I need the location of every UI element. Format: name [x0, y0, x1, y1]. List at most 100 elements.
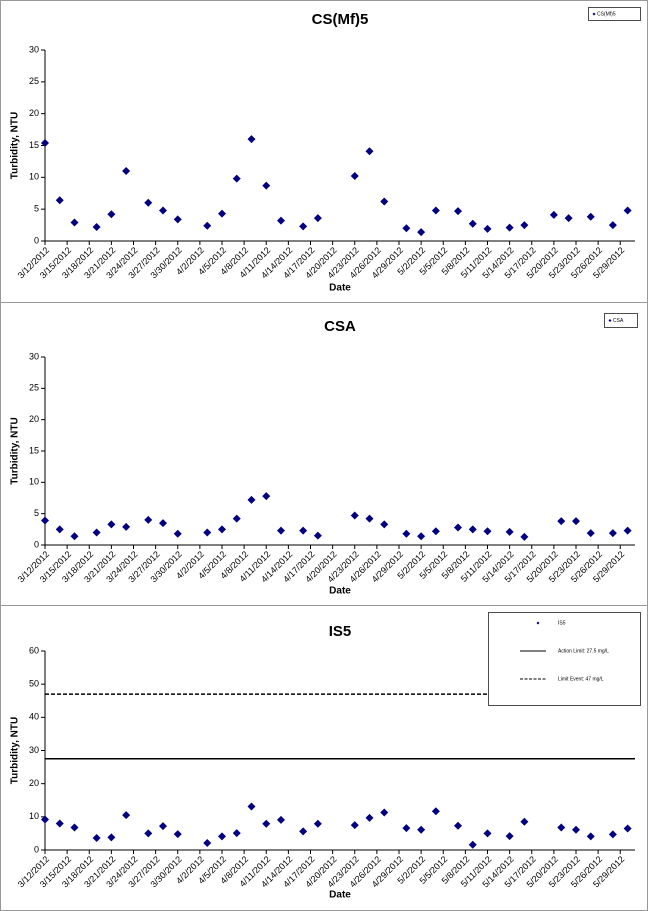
point	[144, 829, 153, 838]
chart-title: CS(Mf)5	[312, 11, 369, 28]
point	[203, 528, 212, 537]
legend-marker	[536, 621, 540, 625]
y-tick-label: 10	[29, 172, 39, 182]
point	[483, 224, 492, 233]
point	[277, 526, 285, 535]
point	[262, 819, 271, 828]
point	[107, 210, 116, 219]
point	[380, 197, 389, 206]
legend-marker	[608, 319, 612, 322]
point	[277, 815, 285, 824]
point	[380, 808, 389, 817]
legend-label: CSA	[613, 318, 624, 324]
point	[505, 832, 514, 841]
point	[313, 531, 322, 540]
point	[505, 223, 514, 232]
point	[41, 516, 49, 525]
point	[468, 219, 477, 228]
chart-title: CSA	[324, 318, 356, 335]
point	[350, 172, 359, 181]
point	[586, 529, 595, 538]
point	[92, 834, 101, 843]
point	[402, 529, 411, 538]
point	[417, 825, 426, 834]
point	[144, 515, 153, 524]
point	[483, 527, 492, 536]
y-tick-label: 30	[29, 351, 39, 361]
point	[623, 824, 632, 833]
y-tick-label: 60	[29, 645, 39, 655]
legend-label: Limit Event: 47 mg/L	[558, 676, 604, 682]
y-axis-label: Turbidity, NTU	[10, 112, 21, 179]
point	[218, 209, 226, 218]
point	[203, 839, 212, 848]
point	[549, 210, 558, 219]
point	[247, 495, 256, 504]
point	[520, 532, 529, 541]
point	[55, 525, 64, 534]
legend-marker	[592, 12, 596, 16]
y-tick-label: 25	[29, 383, 39, 393]
y-tick-label: 30	[29, 44, 39, 54]
point	[564, 214, 573, 223]
point	[144, 198, 153, 207]
point	[417, 532, 426, 541]
y-tick-label: 5	[34, 508, 39, 518]
point	[623, 206, 632, 215]
y-tick-label: 50	[29, 679, 39, 689]
point	[380, 520, 389, 529]
point	[608, 529, 617, 538]
point	[431, 206, 440, 215]
y-axis-label: Turbidity, NTU	[10, 717, 21, 784]
point	[107, 520, 116, 529]
point	[247, 135, 256, 144]
point	[313, 214, 322, 223]
y-tick-label: 20	[29, 414, 39, 424]
point	[70, 823, 79, 832]
point	[55, 819, 64, 828]
chart-title: IS5	[329, 623, 352, 640]
point	[122, 522, 131, 531]
point	[350, 821, 359, 830]
point	[92, 222, 101, 231]
point	[159, 519, 167, 528]
y-tick-label: 10	[29, 811, 39, 821]
y-tick-label: 15	[29, 140, 39, 150]
point	[92, 528, 101, 537]
point	[262, 492, 271, 501]
legend-label: CS(Mf)5	[597, 11, 616, 17]
point	[468, 525, 477, 534]
point	[218, 525, 226, 534]
point	[232, 174, 241, 183]
point	[365, 147, 374, 156]
legend-box	[488, 612, 641, 706]
point	[122, 811, 131, 820]
point	[623, 526, 632, 535]
y-tick-label: 30	[29, 745, 39, 755]
point	[122, 166, 131, 175]
point	[483, 829, 492, 838]
point	[365, 514, 374, 523]
point	[557, 517, 566, 526]
point	[173, 215, 182, 224]
point	[402, 224, 411, 233]
y-tick-label: 20	[29, 778, 39, 788]
point	[586, 832, 595, 841]
point	[417, 228, 426, 237]
y-tick-label: 40	[29, 712, 39, 722]
point	[468, 840, 477, 849]
point	[572, 825, 580, 834]
legend-label: Action Limit: 27.5 mg/L	[558, 648, 609, 654]
point	[107, 833, 116, 842]
point	[173, 529, 182, 538]
y-tick-label: 0	[34, 539, 39, 549]
point	[218, 832, 226, 841]
point	[608, 221, 617, 230]
x-axis-label: Date	[329, 890, 351, 901]
legend-label: IS5	[558, 620, 566, 626]
y-tick-label: 15	[29, 445, 39, 455]
point	[454, 207, 462, 216]
point	[173, 830, 182, 839]
point	[232, 514, 241, 523]
